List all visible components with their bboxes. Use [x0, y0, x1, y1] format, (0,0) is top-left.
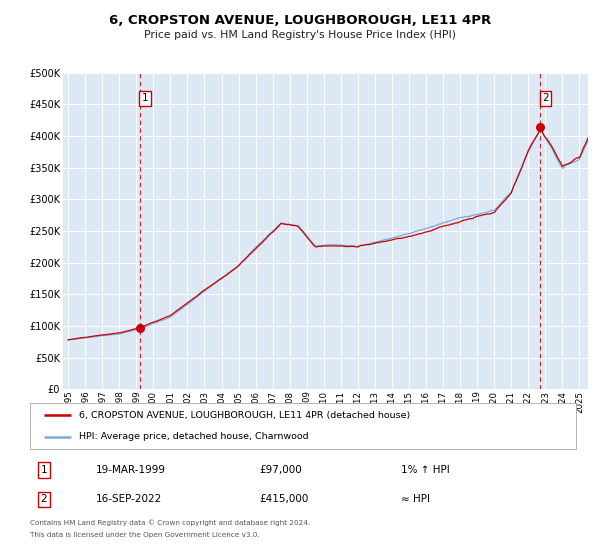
Text: 6, CROPSTON AVENUE, LOUGHBOROUGH, LE11 4PR (detached house): 6, CROPSTON AVENUE, LOUGHBOROUGH, LE11 4…: [79, 410, 410, 419]
Text: 2: 2: [542, 93, 549, 103]
Text: 2: 2: [40, 494, 47, 505]
Text: Price paid vs. HM Land Registry's House Price Index (HPI): Price paid vs. HM Land Registry's House …: [144, 30, 456, 40]
Text: 1: 1: [40, 465, 47, 475]
Text: £97,000: £97,000: [259, 465, 302, 475]
Text: 1: 1: [142, 93, 148, 103]
Text: This data is licensed under the Open Government Licence v3.0.: This data is licensed under the Open Gov…: [30, 532, 260, 538]
Text: 19-MAR-1999: 19-MAR-1999: [95, 465, 166, 475]
Text: 6, CROPSTON AVENUE, LOUGHBOROUGH, LE11 4PR: 6, CROPSTON AVENUE, LOUGHBOROUGH, LE11 4…: [109, 14, 491, 27]
Text: 1% ↑ HPI: 1% ↑ HPI: [401, 465, 450, 475]
Text: £415,000: £415,000: [259, 494, 308, 505]
Text: 16-SEP-2022: 16-SEP-2022: [95, 494, 162, 505]
Text: ≈ HPI: ≈ HPI: [401, 494, 430, 505]
Text: Contains HM Land Registry data © Crown copyright and database right 2024.: Contains HM Land Registry data © Crown c…: [30, 520, 310, 526]
Text: HPI: Average price, detached house, Charnwood: HPI: Average price, detached house, Char…: [79, 432, 309, 441]
